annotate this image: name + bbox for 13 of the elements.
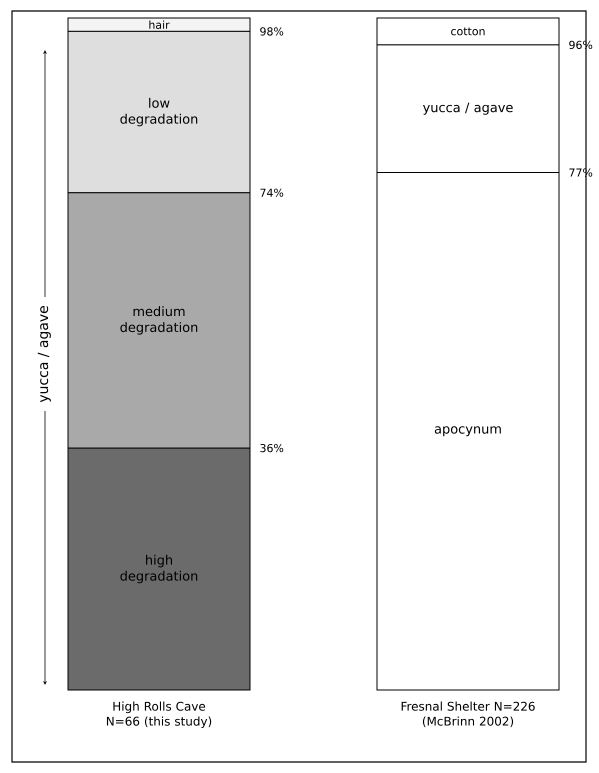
series-label: medium degradation [120, 306, 198, 335]
series-label: apocynum [434, 426, 501, 436]
x-tick-label: Fresnal Shelter N=226 (McBrinn 2002) [402, 702, 535, 728]
series-label: low degradation [120, 98, 198, 126]
y-tick-label: 98% [260, 27, 284, 36]
series-label: high degradation [120, 554, 198, 584]
series-label: hair [149, 20, 170, 29]
y-tick-label: 74% [260, 188, 284, 197]
y-axis-title: yucca / agave [38, 306, 51, 402]
series-label: cotton [451, 28, 485, 36]
y-tick-label: 36% [260, 444, 284, 452]
series-label: yucca / agave [423, 102, 513, 115]
x-tick-label: High Rolls Cave N=66 (this study) [106, 702, 212, 728]
